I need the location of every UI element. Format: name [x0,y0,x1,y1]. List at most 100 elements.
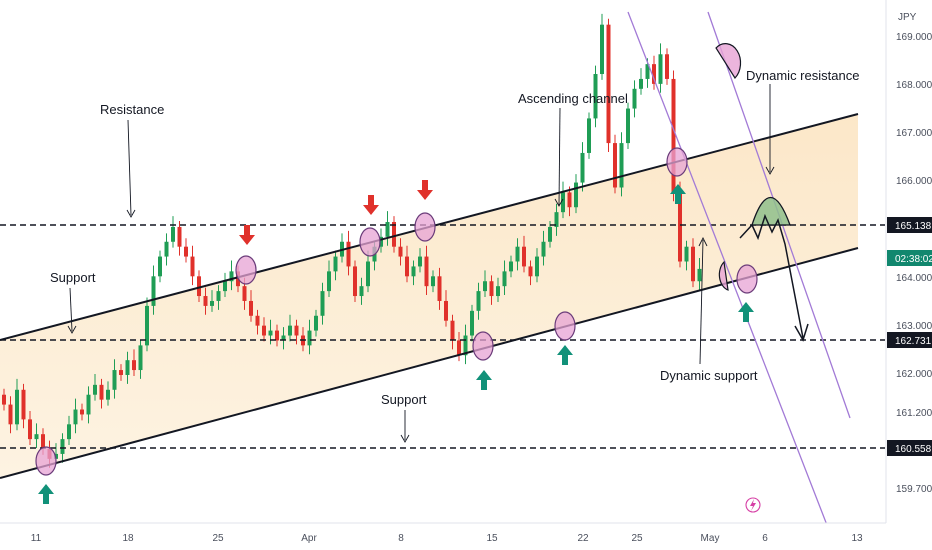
candle-body [223,281,227,292]
candle-body [450,320,455,341]
candle-body [333,256,338,272]
candle-body [119,370,123,375]
green-up-arrow-icon [38,484,54,504]
candle-body [626,108,630,144]
pointer-dynamic-support [699,239,704,365]
candle-body [177,226,182,247]
candle-body [587,118,591,153]
candles-layer [2,13,702,468]
x-tick-label: 25 [212,533,224,544]
annotation-dynamic-resistance: Dynamic resistance [746,68,859,83]
candle-body [541,241,546,257]
candle-body [262,325,266,336]
candle-body [164,241,169,257]
candle-body [106,389,110,400]
x-tick-label: 15 [486,533,498,544]
pointer-resistance [127,119,132,216]
x-tick-label: 6 [762,533,768,544]
green-up-arrow-icon [670,184,686,204]
candle-body [151,276,156,306]
candle-body [665,54,669,79]
y-tick-label: 169.000 [896,32,932,43]
candle-body [21,389,26,420]
lightning-icon[interactable] [745,497,761,513]
dynamic-support-line[interactable] [627,11,833,539]
price-label-box [887,250,932,266]
candle-body [593,74,598,119]
x-tick-label: 11 [31,533,42,544]
candle-body [613,143,617,188]
price-label-box [887,217,932,233]
candle-body [28,419,32,440]
candle-body [418,256,422,267]
candle-body [522,246,526,267]
candle-body [138,345,143,371]
x-tick-label: 18 [122,533,134,544]
x-tick-label: 13 [851,533,863,544]
pointer-dynamic-support-head [698,236,708,247]
pointer-dynamic-resistance-head [765,166,775,175]
candle-body [574,182,578,208]
pointer-support-upper-head [67,325,77,334]
candle-body [229,271,234,282]
candle-body [288,325,292,336]
buy-signals [38,184,754,504]
candle-body [99,384,104,400]
candle-body [73,409,78,425]
candle-body [346,241,351,267]
y-tick-label: 161.200 [896,408,932,419]
candle-body [268,330,273,336]
touch-circle [554,311,576,341]
projection-arrowhead [794,323,809,342]
x-tick-label: 22 [577,533,589,544]
x-tick-label: 8 [398,533,404,544]
touch-markers [35,147,758,476]
pointer-support-upper [69,287,73,332]
price-label: 162.731 [895,336,932,347]
currency-label: JPY [898,12,917,23]
candle-body [444,300,448,321]
candle-body [93,384,97,395]
price-axis[interactable]: JPY 169.000168.000167.000166.000165.0001… [885,0,932,523]
candle-body [158,256,162,277]
candle-body [580,152,585,183]
candle-body [210,300,214,306]
candle-body [242,286,247,301]
pointer-ascending-channel [558,107,561,206]
touch-circle [359,227,381,257]
candle-body [528,266,533,277]
y-tick-label: 166.000 [896,176,932,187]
green-up-arrow-icon [557,345,573,365]
pointer-resistance-head [126,209,136,218]
candle-body [294,325,299,336]
time-axis[interactable]: 11 18 25 Apr 8 15 22 25 May 6 13 [0,522,932,550]
projection-path [739,213,804,339]
annotation-resistance: Resistance [100,102,164,117]
x-tick-label: May [701,533,720,544]
candle-body [431,276,435,287]
candle-body [359,286,364,297]
touch-circle [235,255,257,285]
candle-body [632,88,637,109]
candle-body [600,24,604,75]
candle-body [509,261,513,272]
candle-body [379,236,383,247]
price-label-box [887,332,932,348]
candle-body [2,394,6,405]
candle-body [437,276,442,301]
y-tick-label: 168.000 [896,80,932,91]
candle-body [652,64,656,84]
candle-body [697,268,702,282]
channel-lower-line[interactable] [0,247,859,479]
candle-body [190,256,195,277]
green-up-arrow-icon [738,302,754,322]
candle-body [385,222,390,237]
candle-body [476,291,481,311]
price-label-box [887,440,932,456]
y-tick-label: 164.000 [896,273,932,284]
price-label: 02:38:02 [895,254,932,265]
candle-body [457,340,461,356]
candle-body [515,246,520,262]
candle-body [203,296,208,306]
